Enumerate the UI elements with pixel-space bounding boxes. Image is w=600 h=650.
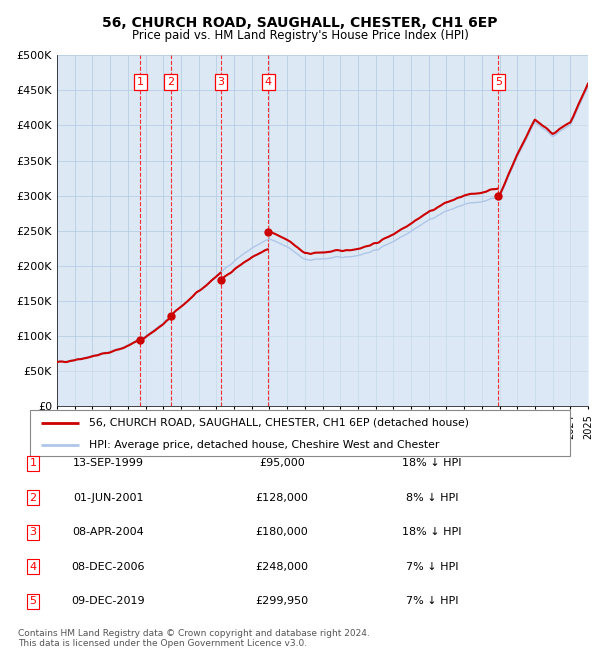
Text: 2: 2 — [167, 77, 174, 87]
Text: 13-SEP-1999: 13-SEP-1999 — [73, 458, 143, 469]
Text: 4: 4 — [265, 77, 272, 87]
Text: £248,000: £248,000 — [256, 562, 308, 572]
Text: HPI: Average price, detached house, Cheshire West and Chester: HPI: Average price, detached house, Ches… — [89, 440, 440, 450]
FancyBboxPatch shape — [30, 410, 570, 456]
Point — [216, 275, 226, 285]
Point — [263, 227, 273, 237]
Text: 56, CHURCH ROAD, SAUGHALL, CHESTER, CH1 6EP (detached house): 56, CHURCH ROAD, SAUGHALL, CHESTER, CH1 … — [89, 417, 469, 428]
Text: 3: 3 — [29, 527, 37, 538]
Text: 5: 5 — [495, 77, 502, 87]
Text: £180,000: £180,000 — [256, 527, 308, 538]
Text: 09-DEC-2019: 09-DEC-2019 — [71, 596, 145, 606]
Text: 4: 4 — [29, 562, 37, 572]
Point — [493, 190, 503, 201]
Text: 08-APR-2004: 08-APR-2004 — [72, 527, 144, 538]
Text: Price paid vs. HM Land Registry's House Price Index (HPI): Price paid vs. HM Land Registry's House … — [131, 29, 469, 42]
Text: 08-DEC-2006: 08-DEC-2006 — [71, 562, 145, 572]
Text: 7% ↓ HPI: 7% ↓ HPI — [406, 562, 458, 572]
Text: £299,950: £299,950 — [256, 596, 308, 606]
Text: 01-JUN-2001: 01-JUN-2001 — [73, 493, 143, 503]
Text: 18% ↓ HPI: 18% ↓ HPI — [402, 527, 462, 538]
Text: 5: 5 — [29, 596, 37, 606]
Text: 7% ↓ HPI: 7% ↓ HPI — [406, 596, 458, 606]
Text: 3: 3 — [218, 77, 224, 87]
Text: 8% ↓ HPI: 8% ↓ HPI — [406, 493, 458, 503]
Text: 1: 1 — [137, 77, 144, 87]
Point — [166, 311, 175, 322]
Text: Contains HM Land Registry data © Crown copyright and database right 2024.
This d: Contains HM Land Registry data © Crown c… — [18, 629, 370, 648]
Text: 1: 1 — [29, 458, 37, 469]
Point — [136, 334, 145, 345]
Text: 18% ↓ HPI: 18% ↓ HPI — [402, 458, 462, 469]
Text: £128,000: £128,000 — [256, 493, 308, 503]
Text: 56, CHURCH ROAD, SAUGHALL, CHESTER, CH1 6EP: 56, CHURCH ROAD, SAUGHALL, CHESTER, CH1 … — [102, 16, 498, 31]
Text: £95,000: £95,000 — [259, 458, 305, 469]
Text: 2: 2 — [29, 493, 37, 503]
